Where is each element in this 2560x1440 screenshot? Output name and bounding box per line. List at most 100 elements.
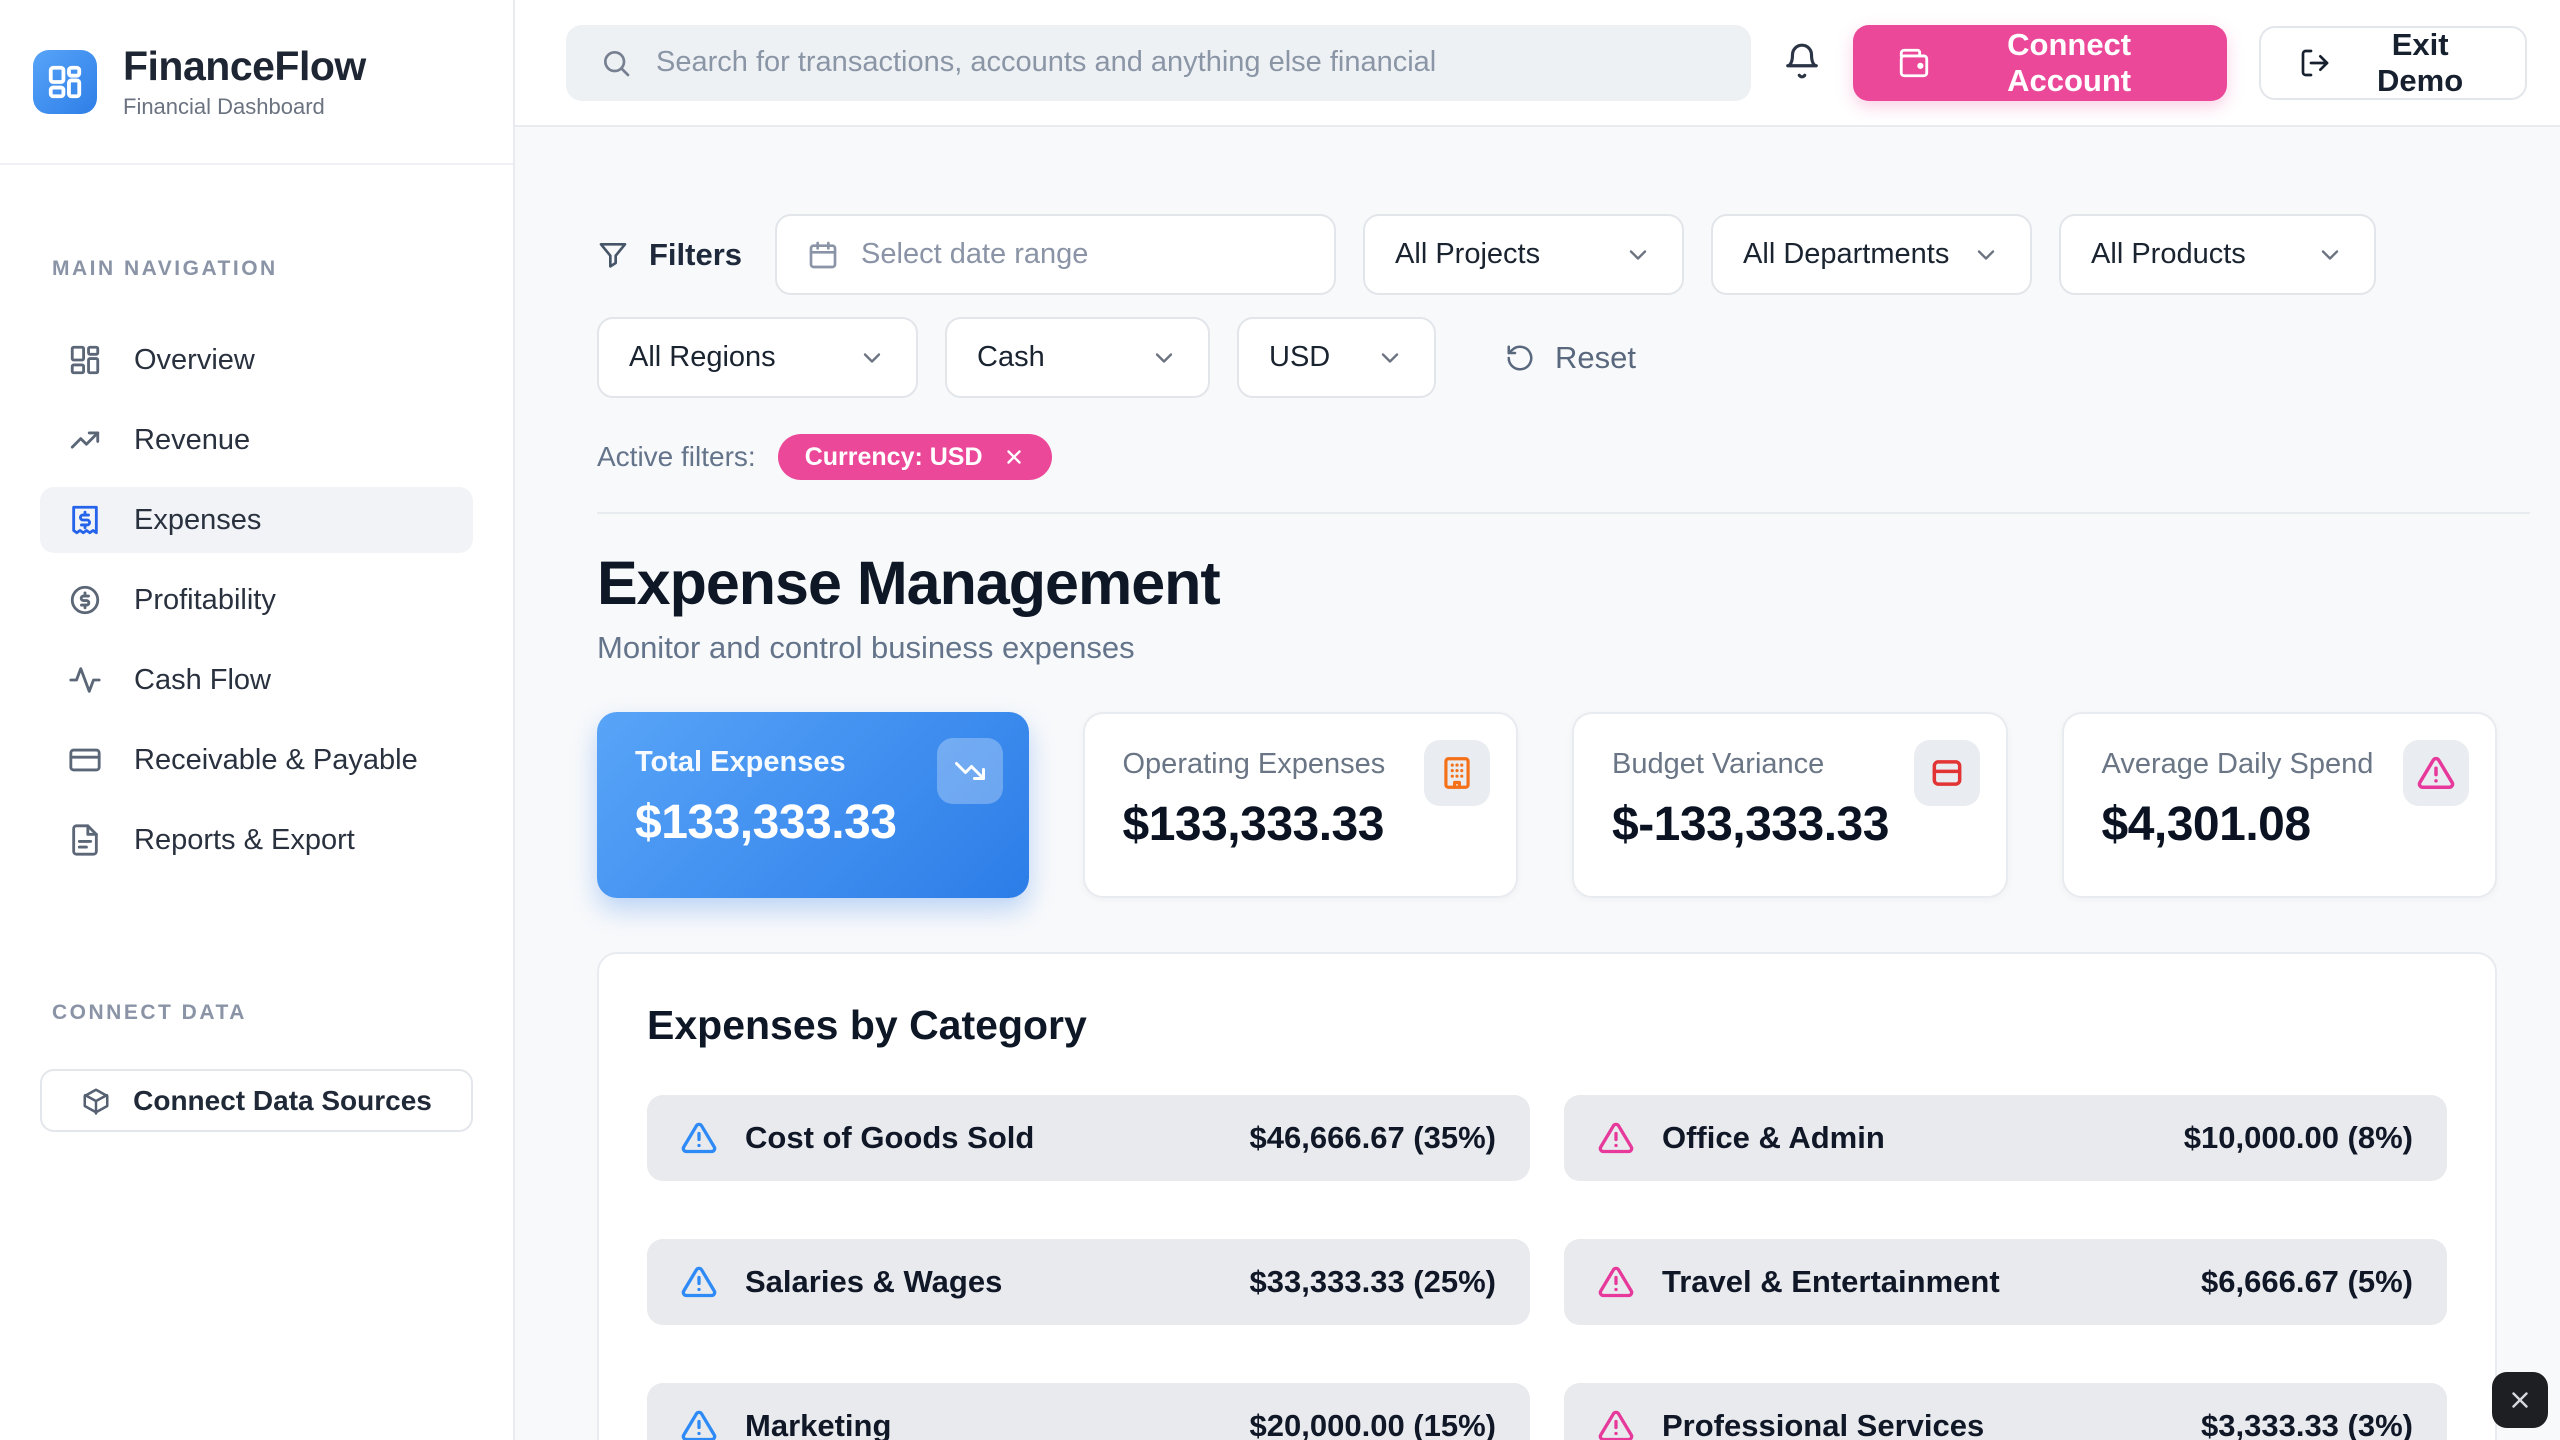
stat-card-operating-expenses[interactable]: Operating Expenses $133,333.33 (1082, 712, 1518, 898)
chevron-down-icon (1972, 241, 2000, 269)
section-divider (597, 512, 2530, 514)
sidebar-item-label: Expenses (134, 503, 262, 536)
brand-block: FinanceFlow Financial Dashboard (0, 0, 513, 165)
chevron-down-icon (858, 344, 886, 372)
panel-title: Expenses by Category (647, 1002, 1087, 1048)
date-range-field[interactable] (775, 214, 1337, 295)
alert-triangle-icon (2417, 754, 2455, 792)
connect-section-label: CONNECT DATA (52, 1001, 247, 1024)
stat-label: Budget Variance (1612, 748, 1825, 780)
dashboard-icon (68, 343, 102, 377)
projects-select[interactable]: All Projects (1363, 214, 1685, 295)
app-logo (33, 49, 97, 114)
sidebar-item-expenses[interactable]: Expenses (40, 487, 473, 553)
exit-demo-button[interactable]: Exit Demo (2259, 25, 2527, 100)
nav-section-label: MAIN NAVIGATION (52, 257, 278, 280)
category-row-marketing[interactable]: Marketing $20,000.00 (15%) (647, 1383, 1530, 1440)
stat-value: $4,301.08 (2101, 798, 2312, 851)
top-header: Connect Account Exit Demo (515, 0, 2560, 127)
dismiss-overlay-button[interactable] (2492, 1372, 2548, 1428)
connect-data-sources-button[interactable]: Connect Data Sources (40, 1069, 473, 1132)
receipt-icon (68, 503, 102, 537)
search-icon (600, 47, 632, 79)
credit-card-icon (68, 743, 102, 777)
notifications-button[interactable] (1783, 42, 1821, 83)
stat-label: Total Expenses (635, 746, 846, 778)
category-row-travel-entertainment[interactable]: Travel & Entertainment $6,666.67 (5%) (1564, 1239, 2447, 1325)
alert-triangle-icon (1598, 1120, 1634, 1156)
stat-cards: Total Expenses $133,333.33 Operating Exp… (597, 712, 2497, 898)
category-label: Marketing (745, 1408, 892, 1440)
sidebar-item-label: Cash Flow (134, 663, 271, 696)
page-subtitle: Monitor and control business expenses (597, 630, 1135, 665)
departments-select[interactable]: All Departments (1711, 214, 2033, 295)
sidebar: FinanceFlow Financial Dashboard MAIN NAV… (0, 0, 515, 1440)
currency-filter-chip[interactable]: Currency: USD (777, 434, 1052, 480)
rotate-ccw-icon (1505, 343, 1535, 373)
connect-account-button[interactable]: Connect Account (1853, 24, 2228, 101)
category-value: $6,666.67 (5%) (2201, 1264, 2413, 1299)
products-select[interactable]: All Products (2059, 214, 2377, 295)
sidebar-item-label: Overview (134, 343, 255, 376)
stat-iconbox (936, 738, 1003, 804)
search-input[interactable] (656, 46, 1717, 79)
stat-value: $133,333.33 (1122, 798, 1385, 851)
sidebar-item-revenue[interactable]: Revenue (40, 407, 473, 473)
stat-iconbox (1913, 740, 1980, 806)
stat-card-total-expenses[interactable]: Total Expenses $133,333.33 (597, 712, 1029, 898)
expenses-by-category-panel: Expenses by Category Cost of Goods Sold … (597, 952, 2497, 1440)
stat-label: Operating Expenses (1122, 748, 1386, 780)
alert-triangle-icon (681, 1264, 717, 1300)
payment-method-select[interactable]: Cash (945, 317, 1210, 398)
chevron-down-icon (1624, 241, 1652, 269)
date-range-input[interactable] (861, 238, 1305, 271)
trending-up-icon (68, 423, 102, 457)
reset-filters-button[interactable]: Reset (1505, 340, 1636, 376)
category-value: $20,000.00 (15%) (1249, 1408, 1496, 1440)
category-label: Office & Admin (1662, 1120, 1885, 1155)
sidebar-item-profitability[interactable]: Profitability (40, 567, 473, 633)
main-navigation: Overview Revenue Expenses Profitability (40, 327, 473, 873)
logout-icon (2299, 47, 2331, 79)
category-label: Salaries & Wages (745, 1264, 1003, 1299)
category-value: $46,666.67 (35%) (1249, 1120, 1496, 1155)
brand-name: FinanceFlow (123, 43, 366, 89)
category-row-salaries-wages[interactable]: Salaries & Wages $33,333.33 (25%) (647, 1239, 1530, 1325)
filters-title: Filters (597, 237, 742, 273)
sidebar-item-overview[interactable]: Overview (40, 327, 473, 393)
close-icon (2507, 1387, 2533, 1413)
chip-label: Currency: USD (804, 442, 983, 471)
currency-select-value: USD (1269, 341, 1331, 373)
dollar-circle-icon (68, 583, 102, 617)
sidebar-item-label: Profitability (134, 583, 276, 616)
close-icon[interactable] (1003, 446, 1025, 468)
stat-card-budget-variance[interactable]: Budget Variance $-133,333.33 (1572, 712, 2008, 898)
category-row-office-admin[interactable]: Office & Admin $10,000.00 (8%) (1564, 1095, 2447, 1181)
regions-select[interactable]: All Regions (597, 317, 918, 398)
chevron-down-icon (2316, 241, 2344, 269)
currency-select[interactable]: USD (1237, 317, 1436, 398)
trending-down-icon (952, 753, 988, 789)
active-filters-label: Active filters: (597, 441, 756, 472)
alert-triangle-icon (681, 1120, 717, 1156)
sidebar-item-reports-export[interactable]: Reports & Export (40, 807, 473, 873)
stat-card-average-daily-spend[interactable]: Average Daily Spend $4,301.08 (2061, 712, 2497, 898)
global-search[interactable] (566, 24, 1751, 101)
funnel-icon (597, 239, 629, 271)
stat-value: $133,333.33 (635, 796, 897, 849)
reset-label: Reset (1555, 339, 1636, 375)
activity-icon (68, 663, 102, 697)
package-icon (81, 1086, 111, 1116)
category-row-cost-of-goods-sold[interactable]: Cost of Goods Sold $46,666.67 (35%) (647, 1095, 1530, 1181)
wallet-icon (1897, 46, 1931, 80)
credit-card-icon (1928, 754, 1966, 792)
products-select-value: All Products (2091, 238, 2246, 270)
sidebar-item-receivable-payable[interactable]: Receivable & Payable (40, 727, 473, 793)
category-label: Cost of Goods Sold (745, 1120, 1035, 1155)
category-row-professional-services[interactable]: Professional Services $3,333.33 (3%) (1564, 1383, 2447, 1440)
sidebar-item-label: Receivable & Payable (134, 743, 418, 776)
brand-text: FinanceFlow Financial Dashboard (123, 43, 366, 120)
sidebar-item-cash-flow[interactable]: Cash Flow (40, 647, 473, 713)
chevron-down-icon (1150, 344, 1178, 372)
stat-iconbox (2403, 740, 2469, 806)
